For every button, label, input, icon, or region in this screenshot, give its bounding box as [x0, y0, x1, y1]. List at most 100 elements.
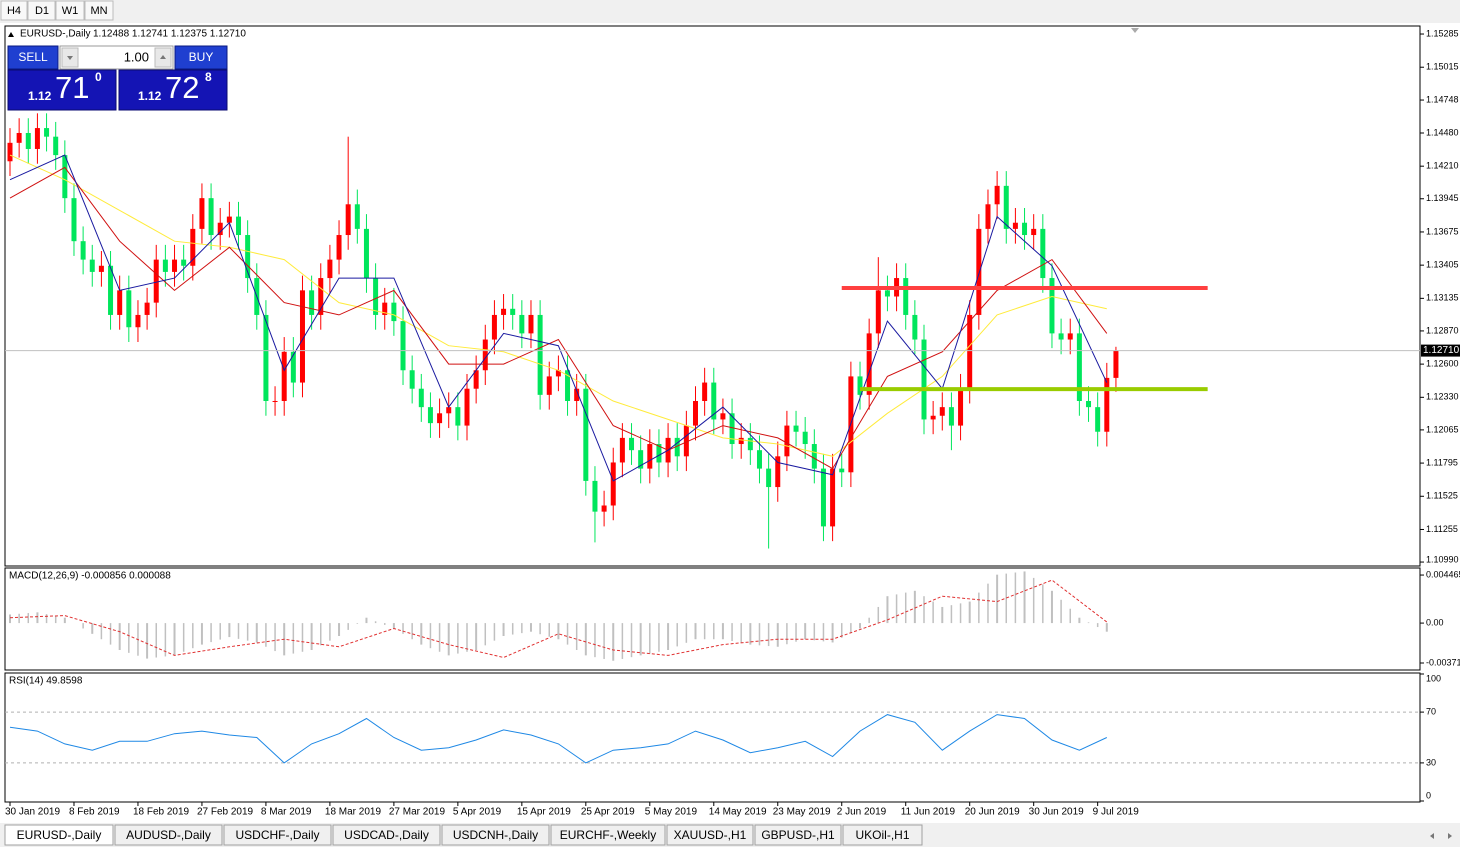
symbol-tab-label[interactable]: EURCHF-,Weekly — [560, 828, 656, 842]
symbol-tab-label[interactable]: USDCHF-,Daily — [236, 828, 320, 842]
sell-label[interactable]: SELL — [18, 50, 48, 64]
symbol-tab-label[interactable]: UKOil-,H1 — [855, 828, 909, 842]
tf-label[interactable]: H4 — [7, 5, 21, 17]
y-tick-label: 1.14480 — [1426, 127, 1459, 137]
bid-box[interactable] — [7, 69, 117, 111]
candle-body — [976, 228, 982, 315]
candle-body — [382, 302, 388, 315]
symbol-tab[interactable] — [550, 824, 666, 846]
y-tick-label: 1.14748 — [1426, 94, 1459, 104]
candle-body — [738, 437, 744, 445]
candle-body — [766, 468, 772, 488]
ask-pips: 72 — [165, 70, 199, 105]
candle-body — [391, 302, 397, 322]
tf-label[interactable]: MN — [90, 5, 107, 17]
candle-body — [1012, 222, 1018, 229]
tab-scroll-right[interactable] — [1448, 833, 1452, 839]
tf-button[interactable] — [84, 0, 114, 21]
candle-body — [629, 437, 635, 451]
candle-body — [528, 314, 534, 334]
x-tick-label: 9 Jul 2019 — [1093, 807, 1140, 818]
candle-body — [921, 339, 927, 420]
main-panel — [4, 25, 1421, 567]
candle-body — [1040, 228, 1046, 279]
candle-body — [309, 290, 315, 315]
symbol-tab[interactable] — [842, 824, 923, 846]
candle-body — [327, 259, 333, 279]
y-tick-label: 0.00 — [1426, 617, 1444, 627]
y-tick-label: 0 — [1426, 790, 1431, 800]
candle-body — [546, 376, 552, 395]
ask-box[interactable] — [118, 69, 228, 111]
symbol-tab[interactable] — [332, 824, 441, 846]
sell-button[interactable] — [7, 45, 59, 70]
y-tick-label: 1.15015 — [1426, 62, 1459, 72]
symbol-tab[interactable] — [754, 824, 842, 846]
lot-input[interactable] — [59, 45, 174, 70]
tab-scroll-left[interactable] — [1430, 833, 1434, 839]
buy-button[interactable] — [174, 45, 228, 70]
symbol-tab-label[interactable]: EURUSD-,Daily — [17, 828, 102, 842]
y-tick-label: 1.10990 — [1426, 554, 1459, 564]
candle-body — [89, 259, 95, 272]
y-tick-label: 1.15285 — [1426, 28, 1459, 38]
candle-body — [108, 265, 114, 315]
tf-label[interactable]: W1 — [62, 5, 79, 17]
tf-label[interactable]: D1 — [35, 5, 49, 17]
candle-body — [71, 198, 77, 242]
candle-body — [263, 314, 269, 401]
candle-body — [647, 444, 653, 469]
candle-body — [839, 468, 845, 473]
candle-body — [510, 308, 516, 315]
candle-body — [272, 400, 278, 402]
symbol-tab-label[interactable]: USDCNH-,Daily — [453, 828, 538, 842]
candle-body — [117, 290, 123, 315]
candle-body — [144, 302, 150, 315]
x-tick-label: 18 Mar 2019 — [325, 807, 382, 818]
candle-body — [354, 204, 360, 229]
candle-body — [747, 437, 753, 451]
candle-body — [994, 185, 1000, 205]
candle-body — [464, 388, 470, 426]
candle-body — [866, 333, 872, 395]
x-tick-label: 8 Mar 2019 — [261, 807, 312, 818]
y-tick-label: 1.13675 — [1426, 226, 1459, 236]
x-tick-label: 25 Apr 2019 — [581, 807, 635, 818]
bid-big: 1.12 — [28, 89, 52, 103]
rsi-title: RSI(14) 49.8598 — [9, 676, 83, 687]
candle-body — [181, 259, 187, 266]
x-tick-label: 20 Jun 2019 — [965, 807, 1020, 818]
candle-body — [656, 444, 662, 463]
tf-button[interactable] — [0, 0, 28, 21]
candle-body — [153, 259, 159, 303]
symbol-tab-label[interactable]: XAUUSD-,H1 — [674, 828, 747, 842]
symbol-tab[interactable] — [114, 824, 223, 846]
candle-body — [409, 370, 415, 389]
symbol-tab[interactable] — [223, 824, 332, 846]
symbol-tab-label[interactable]: GBPUSD-,H1 — [761, 828, 835, 842]
symbol-tab[interactable] — [4, 824, 114, 846]
candle-body — [802, 431, 808, 445]
y-tick-label: 30 — [1426, 757, 1436, 767]
candle-body — [820, 468, 826, 527]
symbol-tab-label[interactable]: AUDUSD-,Daily — [126, 828, 211, 842]
candle-body — [172, 259, 178, 272]
y-tick-label: -0.00371 — [1426, 657, 1460, 667]
symbol-tab[interactable] — [666, 824, 754, 846]
candle-body — [245, 235, 251, 279]
candle-body — [135, 314, 141, 328]
moving-average — [9, 154, 1108, 482]
candle-body — [373, 278, 379, 315]
lot-value[interactable]: 1.00 — [124, 49, 149, 64]
ask-big: 1.12 — [138, 89, 162, 103]
x-tick-label: 23 May 2019 — [773, 807, 831, 818]
tf-button[interactable] — [27, 0, 56, 21]
symbol-tab[interactable] — [441, 824, 550, 846]
tf-button[interactable] — [55, 0, 85, 21]
buy-label[interactable]: BUY — [189, 50, 214, 64]
candle-body — [903, 278, 909, 315]
symbol-tab-label[interactable]: USDCAD-,Daily — [344, 828, 429, 842]
candle-body — [1076, 333, 1082, 401]
moving-average — [9, 166, 1108, 470]
x-tick-label: 5 Apr 2019 — [453, 807, 502, 818]
